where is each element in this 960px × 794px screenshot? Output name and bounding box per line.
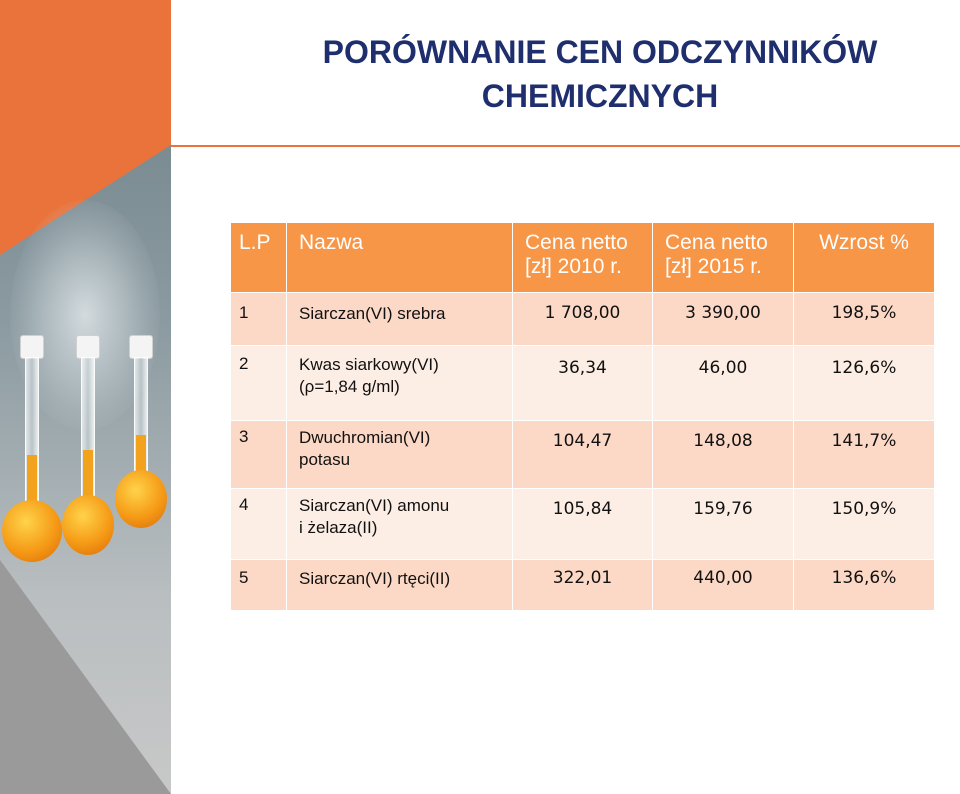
name-line: i żelaza(II) — [299, 518, 378, 537]
name-line: Kwas siarkowy(VI) — [299, 355, 439, 374]
cell-price-2010: 36,34 — [512, 345, 653, 421]
cell-lp: 3 — [230, 420, 287, 489]
cell-price-2015: 148,08 — [652, 420, 794, 489]
cell-name: Siarczan(VI) srebra — [286, 292, 513, 346]
name-line: potasu — [299, 450, 351, 469]
cell-growth: 141,7% — [793, 420, 935, 489]
cell-price-2015: 440,00 — [652, 559, 794, 611]
table-row: 1 Siarczan(VI) srebra 1 708,00 3 390,00 … — [230, 292, 935, 346]
page-title: PORÓWNANIE CEN ODCZYNNIKÓW CHEMICZNYCH — [322, 34, 878, 114]
name-line: Dwuchromian(VI) — [299, 428, 431, 447]
table-row: 3 Dwuchromian(VI) potasu 104,47 148,08 1… — [230, 420, 935, 489]
cell-lp: 1 — [230, 292, 287, 346]
cell-price-2010: 105,84 — [512, 488, 653, 560]
name-line: Siarczan(VI) rtęci(II) — [299, 569, 451, 588]
gray-corner-triangle — [0, 560, 171, 794]
cell-price-2010: 1 708,00 — [512, 292, 653, 346]
name-line: (ρ=1,84 g/ml) — [299, 377, 400, 396]
cell-growth: 126,6% — [793, 345, 935, 421]
cell-growth: 150,9% — [793, 488, 935, 560]
cell-price-2015: 159,76 — [652, 488, 794, 560]
cell-lp: 2 — [230, 345, 287, 421]
header-price-2010: Cena netto [zł] 2010 r. — [512, 222, 653, 293]
header-name: Nazwa — [286, 222, 513, 293]
decorative-side-panel — [0, 0, 171, 794]
cell-price-2015: 3 390,00 — [652, 292, 794, 346]
header-price-2015: Cena netto [zł] 2015 r. — [652, 222, 794, 293]
name-line: Siarczan(VI) srebra — [299, 304, 446, 323]
table-row: 4 Siarczan(VI) amonu i żelaza(II) 105,84… — [230, 488, 935, 560]
cell-price-2010: 322,01 — [512, 559, 653, 611]
cell-growth: 198,5% — [793, 292, 935, 346]
cell-name: Dwuchromian(VI) potasu — [286, 420, 513, 489]
title-underline — [171, 145, 960, 147]
cell-lp: 4 — [230, 488, 287, 560]
header-growth: Wzrost % — [793, 222, 935, 293]
orange-corner-block — [0, 0, 171, 145]
flask-image — [115, 335, 167, 550]
cell-name: Siarczan(VI) amonu i żelaza(II) — [286, 488, 513, 560]
cell-price-2015: 46,00 — [652, 345, 794, 421]
table-header-row: L.P Nazwa Cena netto [zł] 2010 r. Cena n… — [230, 222, 935, 293]
cell-name: Kwas siarkowy(VI) (ρ=1,84 g/ml) — [286, 345, 513, 421]
cell-lp: 5 — [230, 559, 287, 611]
flask-image — [62, 335, 114, 565]
cell-growth: 136,6% — [793, 559, 935, 611]
price-comparison-table: L.P Nazwa Cena netto [zł] 2010 r. Cena n… — [230, 222, 935, 611]
cell-price-2010: 104,47 — [512, 420, 653, 489]
table-row: 5 Siarczan(VI) rtęci(II) 322,01 440,00 1… — [230, 559, 935, 611]
cell-name: Siarczan(VI) rtęci(II) — [286, 559, 513, 611]
header-lp: L.P — [230, 222, 287, 293]
flask-image — [2, 335, 62, 570]
table-row: 2 Kwas siarkowy(VI) (ρ=1,84 g/ml) 36,34 … — [230, 345, 935, 421]
name-line: Siarczan(VI) amonu — [299, 496, 450, 515]
